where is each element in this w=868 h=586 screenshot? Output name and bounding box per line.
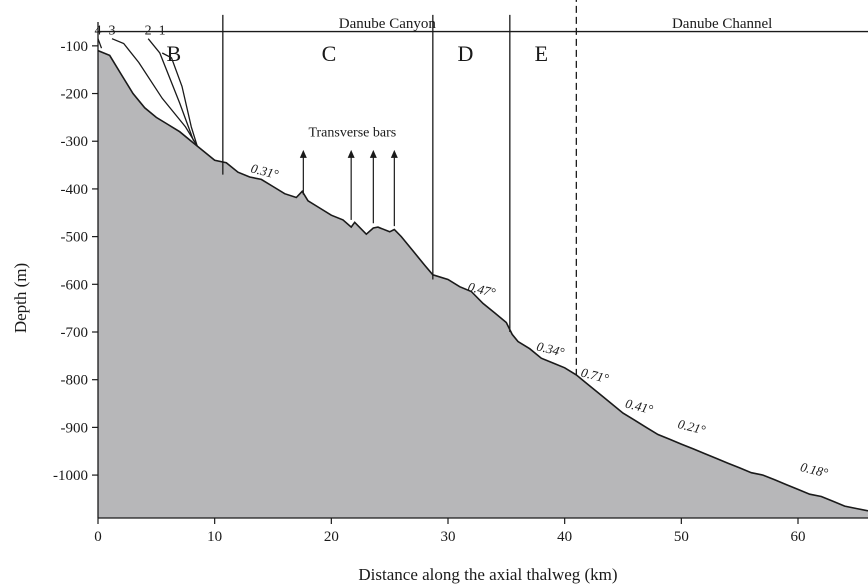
profile-line-label: 4 — [95, 24, 102, 39]
profile-line-label: 3 — [109, 24, 116, 39]
y-tick-label: -1000 — [53, 468, 88, 484]
zone-label: B — [166, 41, 181, 66]
y-tick-label: -900 — [61, 420, 89, 436]
inferred-profile-lines — [97, 38, 198, 147]
slope-label: 0.18° — [799, 459, 830, 480]
y-axis-ticks: -100 -200 -300 -400 -500 -600 -700 -800 -900 -100… — [53, 39, 98, 484]
y-tick-label: -700 — [61, 325, 89, 341]
x-tick-label: 30 — [441, 529, 456, 545]
plot-area — [97, 0, 868, 518]
zone-label: C — [322, 41, 337, 66]
transverse-bars-label: Transverse bars — [308, 125, 396, 140]
zone-label: D — [458, 41, 474, 66]
seafloor-profile-line — [97, 49, 868, 512]
zone-boundary-lines — [222, 0, 577, 375]
seafloor-fill — [98, 50, 868, 518]
slope-label: 0.31° — [249, 161, 280, 182]
zone-label: E — [535, 41, 548, 66]
x-tick-label: 20 — [324, 529, 339, 545]
x-tick-label: 40 — [557, 529, 572, 545]
y-tick-label: -400 — [61, 182, 89, 198]
transverse-bar-arrowhead — [347, 149, 355, 158]
slope-label: 0.34° — [535, 338, 566, 359]
x-axis-title: Distance along the axial thalweg (km) — [358, 565, 617, 584]
y-tick-label: -200 — [61, 87, 89, 103]
profile-line-label: 1 — [159, 24, 166, 39]
y-tick-label: -600 — [61, 277, 89, 293]
profile-line-label: 2 — [145, 24, 152, 39]
transverse-bar-arrows — [299, 149, 398, 227]
axes: 0 10 20 30 40 50 60 -100 -200 -300 -400 -500 -600 -7… — [53, 22, 868, 545]
y-tick-label: -800 — [61, 373, 89, 389]
x-tick-label: 0 — [94, 529, 102, 545]
x-tick-label: 10 — [207, 529, 222, 545]
slope-label: 0.41° — [624, 396, 655, 417]
region-label: Danube Channel — [672, 16, 772, 32]
y-tick-label: -300 — [61, 134, 89, 150]
y-axis-title: Depth (m) — [11, 263, 30, 333]
transverse-bar-arrowhead — [369, 149, 377, 158]
profile-line-2 — [147, 38, 195, 142]
slope-label: 0.47° — [466, 279, 497, 300]
y-tick-label: -500 — [61, 230, 89, 246]
x-axis-ticks: 0 10 20 30 40 50 60 — [94, 518, 806, 545]
annotations: Danube Canyon Danube Channel B C D E 4 3 2 1 Trans… — [95, 16, 830, 480]
transverse-bar-arrowhead — [299, 149, 307, 158]
x-tick-label: 50 — [674, 529, 689, 545]
y-tick-label: -100 — [61, 39, 89, 55]
profile-line-3 — [111, 38, 198, 147]
x-tick-label: 60 — [791, 529, 806, 545]
profile-line-1 — [161, 52, 198, 147]
slope-label: 0.71° — [580, 365, 611, 386]
transverse-bar-arrowhead — [390, 149, 398, 158]
region-label: Danube Canyon — [339, 16, 437, 32]
slope-label: 0.21° — [676, 416, 707, 437]
